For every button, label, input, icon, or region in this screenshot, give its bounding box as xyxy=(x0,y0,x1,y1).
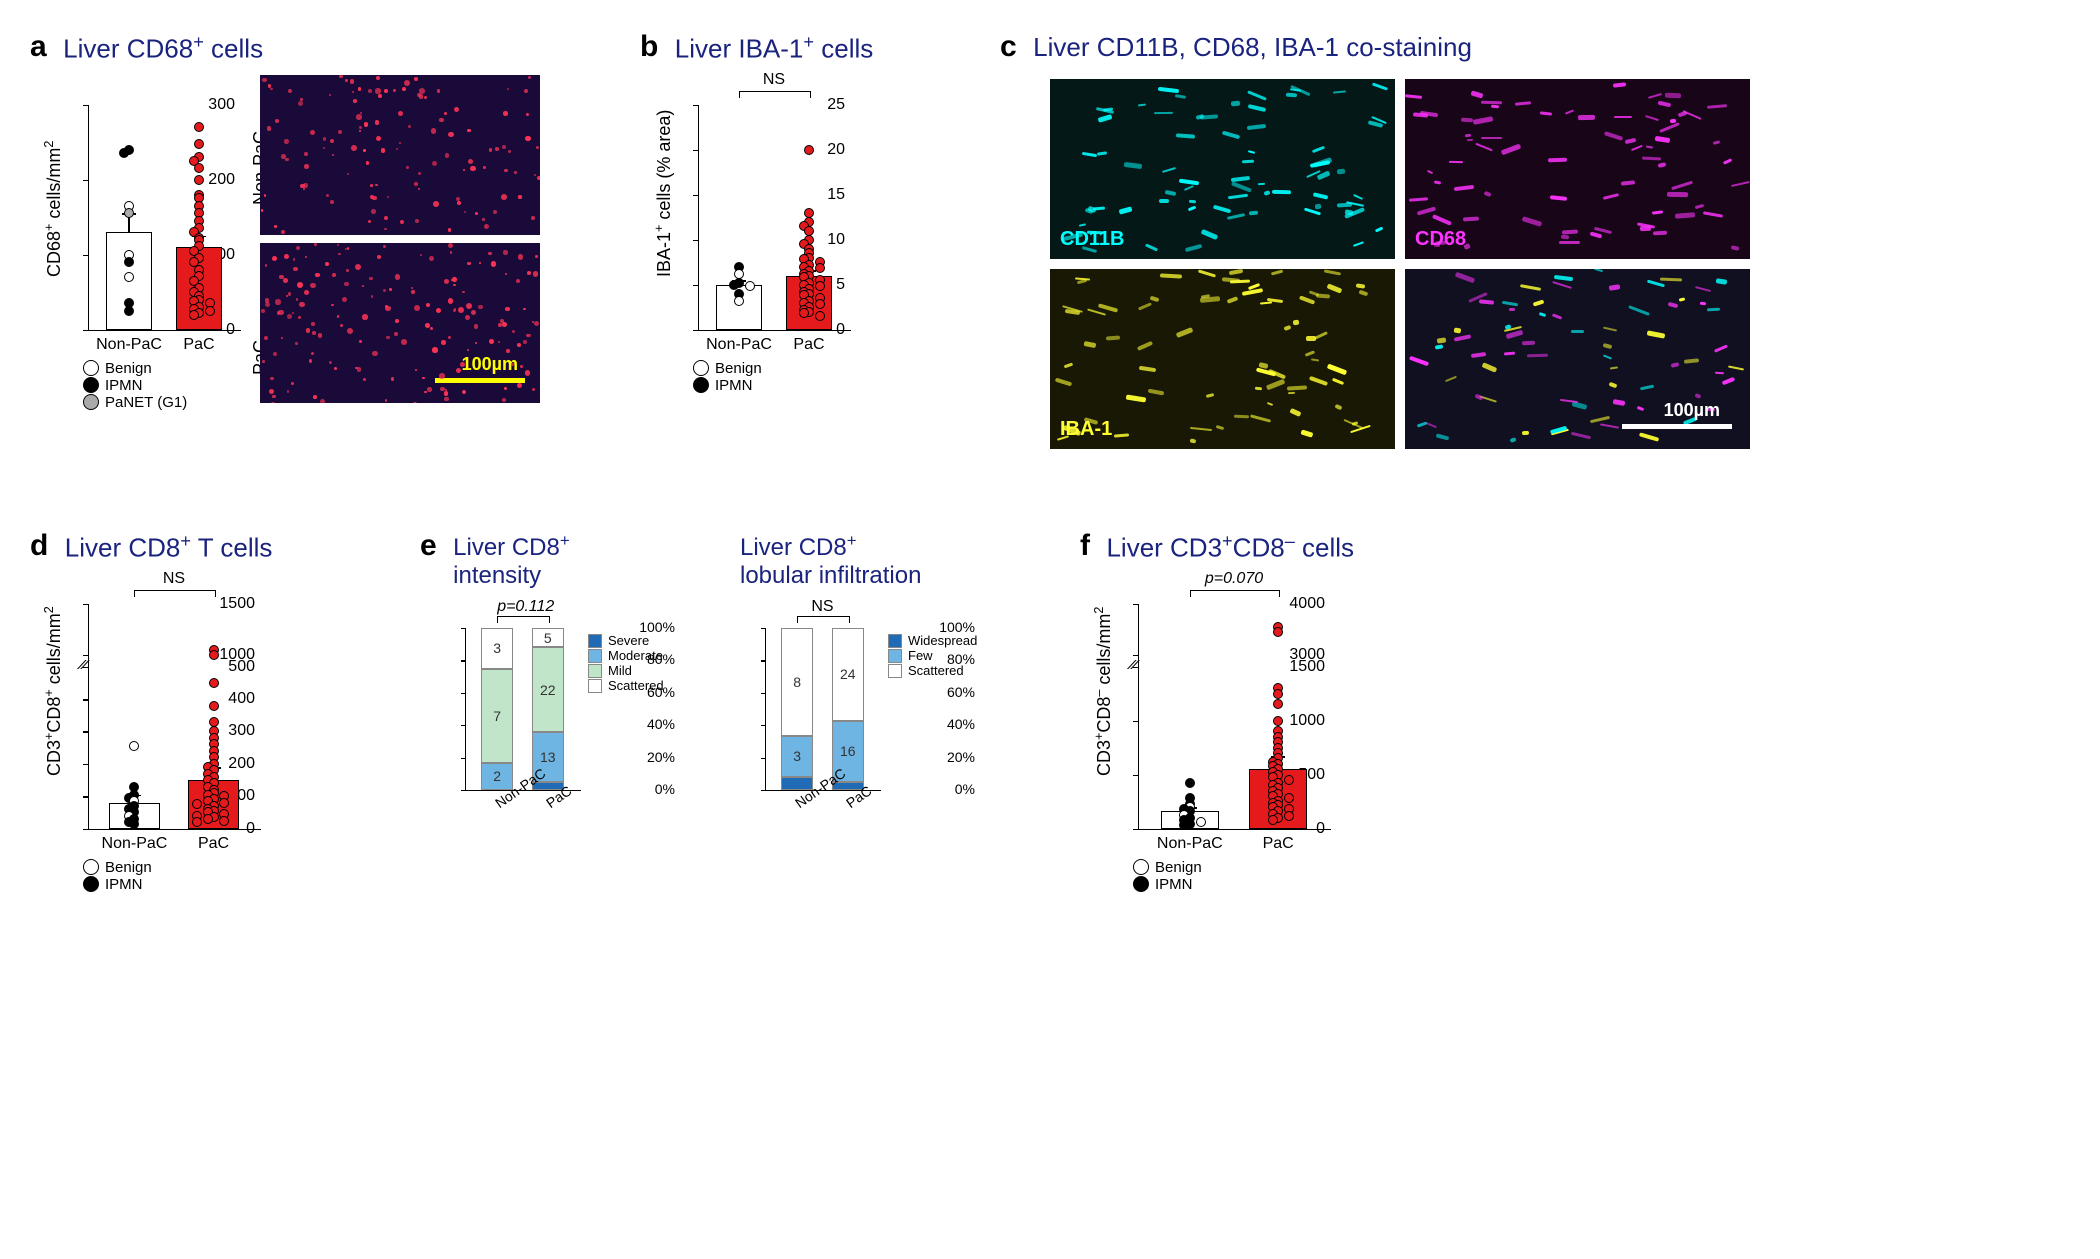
panel-a: a Liver CD68+ cells CD68+ cells/mm201002… xyxy=(30,30,580,449)
figure-root: a Liver CD68+ cells CD68+ cells/mm201002… xyxy=(30,30,2070,934)
panel-c-label: c xyxy=(1000,30,1017,64)
panel-e: e Liver CD8+intensity Liver CD8+lobular … xyxy=(420,529,1020,934)
panel-f-label: f xyxy=(1080,529,1090,563)
costain-CD68: CD68 xyxy=(1405,79,1750,259)
panel-c-title: Liver CD11B, CD68, IBA-1 co-staining xyxy=(1033,32,1472,63)
panel-e-chart1: 0%20%40%60%80%100%27313225p=0.112Non-PaC… xyxy=(420,600,680,850)
panel-b-label: b xyxy=(640,30,658,64)
panel-d-label: d xyxy=(30,529,48,563)
panel-d-title: Liver CD8+ T cells xyxy=(65,531,273,564)
panel-a-label: a xyxy=(30,30,47,64)
panel-f-title: Liver CD3+CD8– cells xyxy=(1106,531,1354,564)
panel-b: b Liver IBA-1+ cells IBA-1+ cells (% are… xyxy=(640,30,940,449)
figure-row2: d Liver CD8+ T cells CD3+CD8+ cells/mm2⁄… xyxy=(30,529,2050,934)
panel-f-chart-holder: CD3+CD8– cells/mm2⁄⁄05001000150030004000… xyxy=(1080,574,1500,934)
costain-IBA-1: IBA-1 xyxy=(1050,269,1395,449)
panel-b-chart-holder: IBA-1+ cells (% area)0510152025NSNon-PaC… xyxy=(640,75,940,435)
panel-f: f Liver CD3+CD8– cells CD3+CD8– cells/mm… xyxy=(1080,529,1500,934)
panel-b-title: Liver IBA-1+ cells xyxy=(675,32,873,65)
scale-bar xyxy=(435,378,525,383)
panel-a-chart-holder: CD68+ cells/mm20100200300Non-PaCPaCBenig… xyxy=(30,75,240,435)
panel-e-title2: Liver CD8+lobular infiltration xyxy=(740,531,921,590)
panel-e-label: e xyxy=(420,529,437,563)
micrograph-pac: 100µm xyxy=(260,243,540,403)
panel-a-micrographs: Non-PaC PaC 100µm xyxy=(260,75,540,435)
panel-a-title: Liver CD68+ cells xyxy=(63,32,263,65)
micrograph-nonpac xyxy=(260,75,540,235)
panel-c-grid: CD11BCD68IBA-1100µm xyxy=(1050,79,1750,449)
costain-merge: 100µm xyxy=(1405,269,1750,449)
panel-d: d Liver CD8+ T cells CD3+CD8+ cells/mm2⁄… xyxy=(30,529,360,934)
costain-CD11B: CD11B xyxy=(1050,79,1395,259)
panel-e-chart2: 0%20%40%60%80%100%381624NSNon-PaCPaCWide… xyxy=(720,600,980,850)
panel-d-chart-holder: CD3+CD8+ cells/mm2⁄⁄01002003004005001000… xyxy=(30,574,360,934)
scale-text: 100µm xyxy=(462,354,518,375)
panel-c: c Liver CD11B, CD68, IBA-1 co-staining C… xyxy=(1000,30,2050,449)
panel-e-title1: Liver CD8+intensity xyxy=(453,531,570,590)
